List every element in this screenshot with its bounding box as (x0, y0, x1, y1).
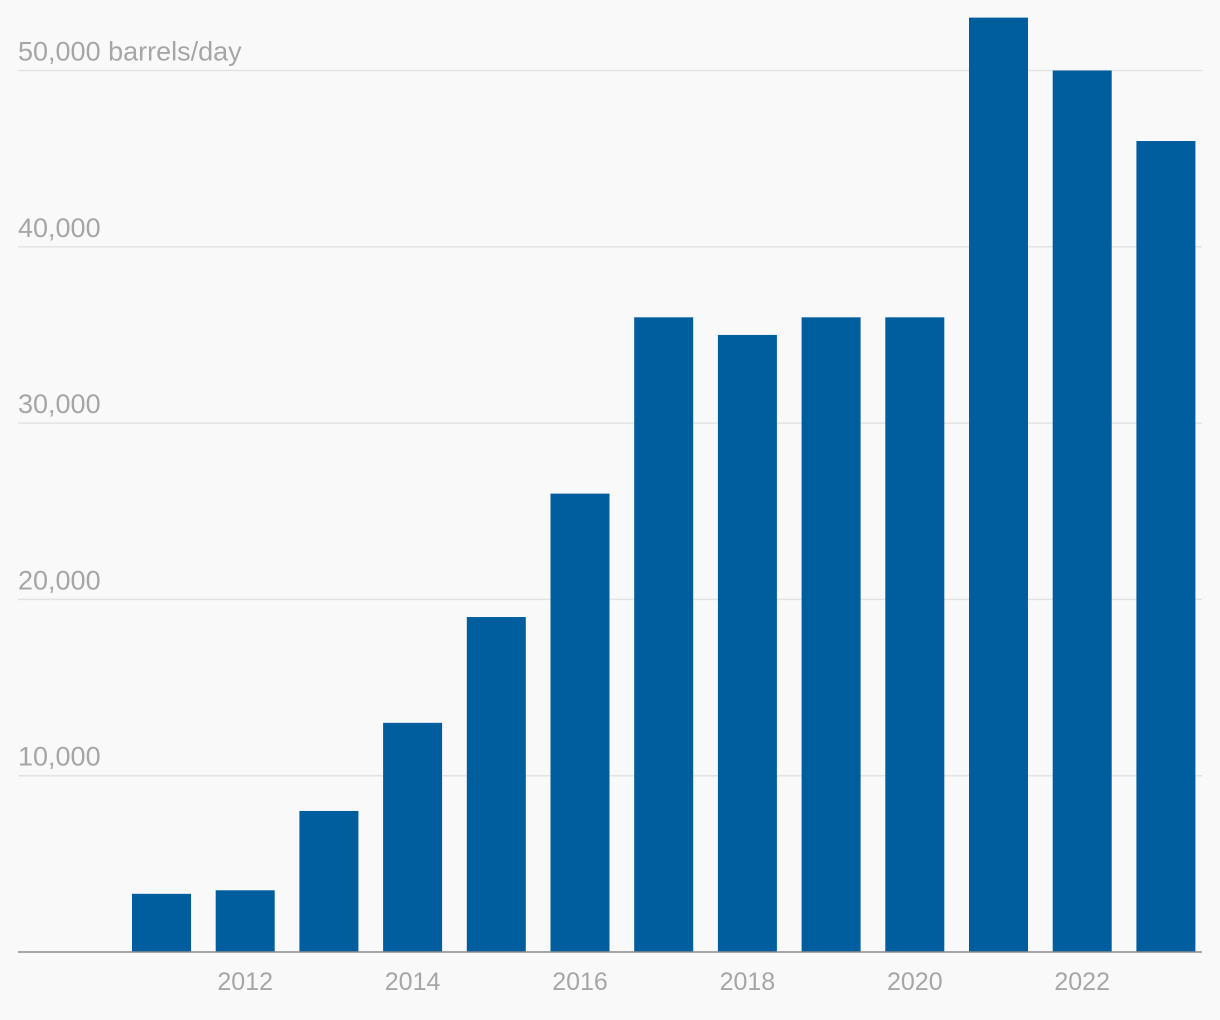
bar-2019 (801, 317, 861, 952)
x-tick-label: 2012 (217, 968, 273, 996)
y-tick-label: 30,000 (18, 389, 101, 419)
y-axis-labels: 10,000 20,000 30,000 40,000 50,000 barrels/d… (18, 37, 242, 772)
bar-2017 (634, 317, 694, 952)
bar-2016 (550, 493, 610, 952)
bar-2013 (299, 810, 359, 952)
y-tick-label: 20,000 (18, 565, 101, 595)
bar-2021 (969, 17, 1028, 953)
x-tick-label: 2020 (887, 968, 943, 996)
x-tick-label: 2018 (720, 968, 776, 996)
bar-2011 (132, 893, 191, 952)
x-tick-label: 2014 (385, 968, 441, 996)
bar-2015 (466, 617, 526, 952)
y-tick-label: 10,000 (18, 742, 101, 772)
y-tick-label: 40,000 (18, 213, 101, 243)
bar-2014 (383, 722, 443, 952)
bars (132, 17, 1196, 953)
bar-2023 (1136, 141, 1196, 952)
x-tick-label: 2016 (552, 968, 608, 996)
y-tick-label: 50,000 barrels/day (18, 37, 242, 67)
bar-2012 (215, 890, 275, 952)
bar-2022 (1052, 70, 1112, 952)
x-axis-labels: 2012 2014 2016 2018 2020 2022 (217, 968, 1110, 996)
bar-2018 (717, 334, 777, 952)
bar-2020 (885, 317, 945, 952)
x-tick-label: 2022 (1054, 968, 1110, 996)
